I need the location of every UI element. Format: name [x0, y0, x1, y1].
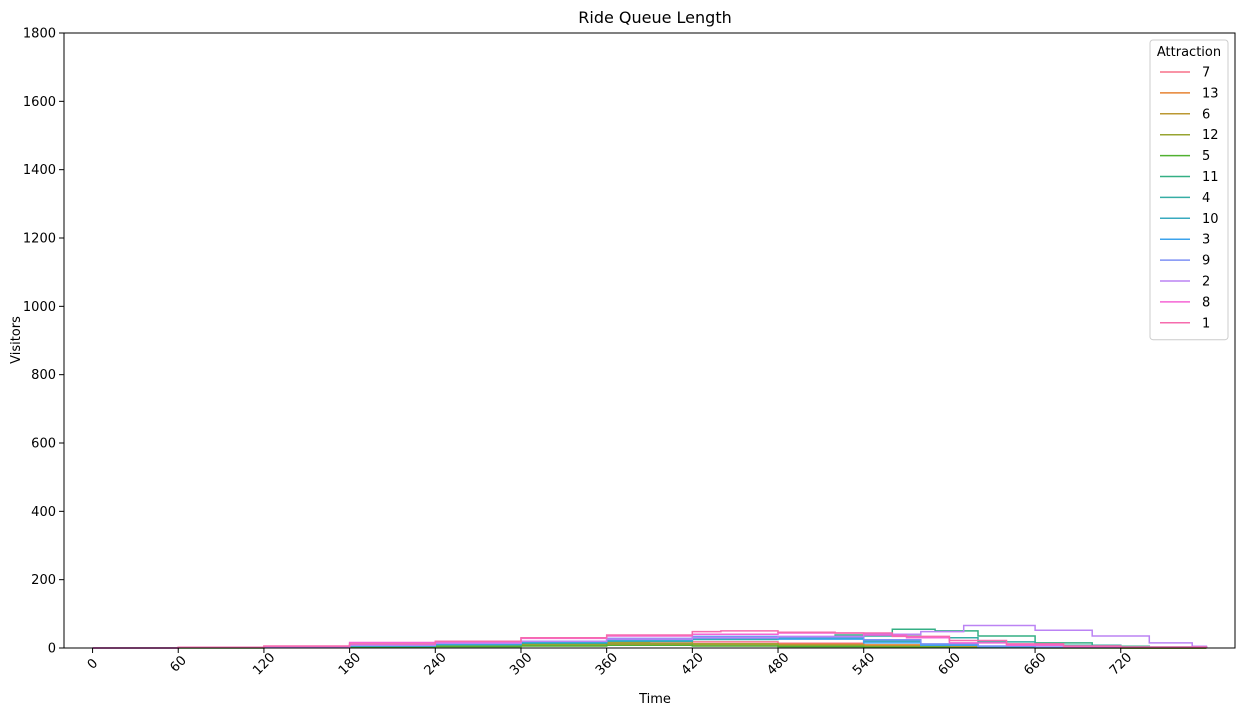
x-tick-label-0: 0: [85, 656, 101, 672]
legend-title: Attraction: [1157, 45, 1221, 60]
y-tick-label-1400: 1400: [23, 163, 56, 178]
legend-label-11: 11: [1202, 170, 1219, 185]
legend-label-2: 2: [1202, 275, 1210, 290]
legend: Attraction 7 13 6 12 5 11 4 10 3 9 2 8 1: [1149, 39, 1229, 341]
legend-label-12: 12: [1202, 128, 1219, 143]
x-tick-label-660: 660: [1021, 650, 1049, 678]
x-tick-label-540: 540: [850, 650, 878, 678]
legend-label-13: 13: [1202, 86, 1219, 101]
y-axis-label: Visitors: [9, 316, 24, 364]
legend-label-6: 6: [1202, 107, 1210, 122]
x-tick-label-420: 420: [679, 650, 707, 678]
y-tick-label-1600: 1600: [23, 95, 56, 110]
y-tick-label-600: 600: [31, 437, 56, 452]
legend-label-5: 5: [1202, 149, 1210, 164]
y-tick-label-1800: 1800: [23, 27, 56, 42]
y-tick-label-200: 200: [31, 573, 56, 588]
y-tick-label-800: 800: [31, 368, 56, 383]
plot-frame: [63, 32, 1236, 649]
x-tick-label-60: 60: [167, 653, 189, 675]
series-line-1: [92, 630, 1208, 649]
chart-title: Ride Queue Length: [578, 8, 731, 27]
legend-label-10: 10: [1202, 212, 1219, 227]
legend-box: [1149, 39, 1229, 341]
x-tick-label-180: 180: [336, 650, 364, 678]
x-tick-label-240: 240: [422, 650, 450, 678]
y-axis: 0 200 400 600 800 1000 1200 1400 1600 1800: [23, 27, 64, 657]
legend-label-4: 4: [1202, 191, 1210, 206]
y-tick-label-400: 400: [31, 505, 56, 520]
legend-label-9: 9: [1202, 254, 1210, 269]
x-tick-label-480: 480: [764, 650, 792, 678]
legend-label-8: 8: [1202, 295, 1210, 310]
plot-area: [63, 32, 1236, 649]
x-axis-label: Time: [638, 692, 671, 707]
y-tick-label-1000: 1000: [23, 300, 56, 315]
y-tick-label-1200: 1200: [23, 232, 56, 247]
x-tick-label-600: 600: [936, 650, 964, 678]
x-tick-label-120: 120: [250, 650, 278, 678]
x-axis: 0 60 120 180 240 300 360 420 480 540 600 660 720: [85, 648, 1135, 678]
x-tick-label-720: 720: [1107, 650, 1135, 678]
legend-label-7: 7: [1202, 66, 1210, 81]
x-tick-label-300: 300: [507, 650, 535, 678]
legend-label-1: 1: [1202, 316, 1210, 331]
x-tick-label-360: 360: [593, 650, 621, 678]
legend-label-3: 3: [1202, 233, 1210, 248]
y-tick-label-0: 0: [48, 642, 56, 657]
